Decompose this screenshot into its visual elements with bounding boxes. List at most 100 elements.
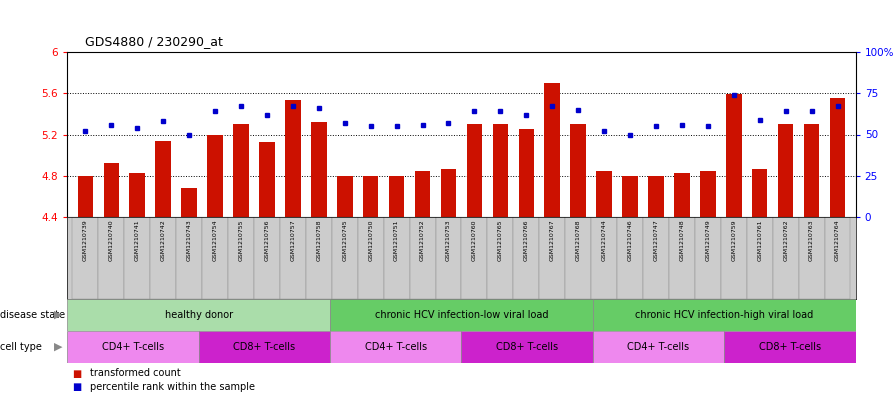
Bar: [67, 299, 330, 331]
Text: GSM1210756: GSM1210756: [264, 219, 270, 261]
Bar: [383, 217, 409, 299]
Text: GSM1210739: GSM1210739: [82, 219, 88, 261]
Text: GSM1210757: GSM1210757: [290, 219, 296, 261]
Text: GSM1210748: GSM1210748: [679, 219, 685, 261]
Bar: [648, 176, 664, 217]
Bar: [824, 217, 850, 299]
Text: GSM1210746: GSM1210746: [627, 219, 633, 261]
Text: CD4+ T-cells: CD4+ T-cells: [627, 342, 690, 352]
Bar: [720, 217, 746, 299]
Text: GSM1210754: GSM1210754: [212, 219, 218, 261]
Bar: [593, 331, 724, 363]
Text: GSM1210751: GSM1210751: [394, 219, 399, 261]
Bar: [695, 217, 720, 299]
Bar: [565, 217, 591, 299]
Bar: [778, 124, 794, 217]
Bar: [700, 171, 716, 217]
Bar: [259, 142, 275, 217]
Bar: [155, 141, 171, 217]
Text: disease state: disease state: [0, 310, 65, 320]
Text: GSM1210752: GSM1210752: [420, 219, 425, 261]
Bar: [129, 173, 145, 217]
Text: transformed count: transformed count: [90, 369, 180, 378]
Bar: [539, 217, 565, 299]
Bar: [591, 217, 617, 299]
Text: ▶: ▶: [55, 342, 63, 352]
Text: chronic HCV infection-high viral load: chronic HCV infection-high viral load: [635, 310, 814, 320]
Text: GSM1210758: GSM1210758: [316, 219, 322, 261]
Bar: [752, 169, 768, 217]
Bar: [363, 176, 378, 217]
Bar: [358, 217, 383, 299]
Bar: [830, 98, 845, 217]
Text: GSM1210750: GSM1210750: [368, 219, 373, 261]
Text: CD8+ T-cells: CD8+ T-cells: [233, 342, 296, 352]
Bar: [593, 299, 856, 331]
Bar: [199, 331, 330, 363]
Bar: [207, 134, 223, 217]
Text: GSM1210755: GSM1210755: [238, 219, 244, 261]
Bar: [724, 331, 856, 363]
Bar: [772, 217, 798, 299]
Text: GSM1210767: GSM1210767: [550, 219, 555, 261]
Bar: [306, 217, 332, 299]
Bar: [571, 124, 586, 217]
Text: GSM1210744: GSM1210744: [601, 219, 607, 261]
Text: GSM1210742: GSM1210742: [160, 219, 166, 261]
Text: percentile rank within the sample: percentile rank within the sample: [90, 382, 254, 392]
Bar: [202, 217, 228, 299]
Text: GSM1210762: GSM1210762: [783, 219, 788, 261]
Bar: [177, 217, 202, 299]
Text: GSM1210753: GSM1210753: [446, 219, 451, 261]
Bar: [804, 124, 819, 217]
Bar: [311, 122, 326, 217]
Text: GSM1210760: GSM1210760: [472, 219, 477, 261]
Text: CD4+ T-cells: CD4+ T-cells: [365, 342, 426, 352]
Bar: [461, 217, 487, 299]
Bar: [125, 217, 151, 299]
Text: GSM1210768: GSM1210768: [575, 219, 581, 261]
Bar: [597, 171, 612, 217]
Bar: [409, 217, 435, 299]
Bar: [519, 129, 534, 217]
Bar: [228, 217, 254, 299]
Bar: [513, 217, 539, 299]
Bar: [798, 217, 824, 299]
Bar: [545, 83, 560, 217]
Bar: [617, 217, 643, 299]
Bar: [435, 217, 461, 299]
Text: GSM1210743: GSM1210743: [186, 219, 192, 261]
Text: GDS4880 / 230290_at: GDS4880 / 230290_at: [85, 35, 223, 48]
Bar: [330, 299, 593, 331]
Bar: [461, 331, 593, 363]
Text: GSM1210766: GSM1210766: [524, 219, 529, 261]
Text: GSM1210740: GSM1210740: [108, 219, 114, 261]
Bar: [280, 217, 306, 299]
Bar: [746, 217, 772, 299]
Bar: [78, 176, 93, 217]
Bar: [254, 217, 280, 299]
Text: ■: ■: [72, 369, 81, 378]
Text: GSM1210749: GSM1210749: [705, 219, 711, 261]
Text: GSM1210765: GSM1210765: [498, 219, 503, 261]
Text: GSM1210763: GSM1210763: [809, 219, 814, 261]
Bar: [441, 169, 456, 217]
Bar: [337, 176, 352, 217]
Bar: [67, 331, 199, 363]
Bar: [726, 94, 742, 217]
Bar: [181, 188, 197, 217]
Bar: [233, 124, 249, 217]
Bar: [415, 171, 430, 217]
Bar: [674, 173, 690, 217]
Bar: [330, 331, 461, 363]
Bar: [622, 176, 638, 217]
Text: GSM1210747: GSM1210747: [653, 219, 659, 261]
Bar: [104, 163, 119, 217]
Text: ▶: ▶: [55, 310, 63, 320]
Text: CD4+ T-cells: CD4+ T-cells: [102, 342, 164, 352]
Bar: [151, 217, 177, 299]
Text: GSM1210759: GSM1210759: [731, 219, 737, 261]
Text: GSM1210761: GSM1210761: [757, 219, 762, 261]
Bar: [99, 217, 125, 299]
Text: CD8+ T-cells: CD8+ T-cells: [496, 342, 558, 352]
